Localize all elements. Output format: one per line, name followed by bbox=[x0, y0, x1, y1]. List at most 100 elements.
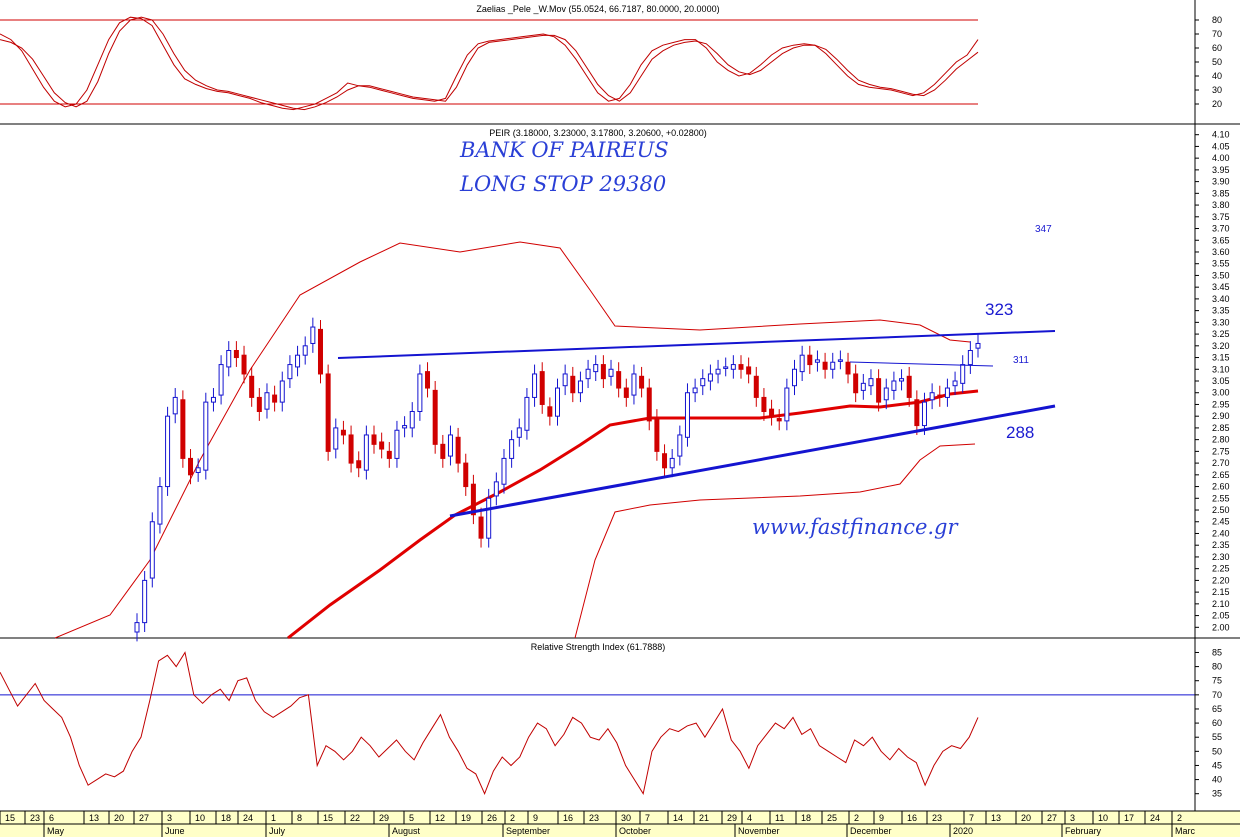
price-y-tick-label: 3.20 bbox=[1212, 341, 1230, 351]
candle-body bbox=[417, 373, 423, 412]
price-y-tick-label: 4.05 bbox=[1212, 141, 1230, 151]
x-day-tick-label: 20 bbox=[114, 813, 124, 823]
x-day-tick-label: 18 bbox=[221, 813, 231, 823]
candle-body bbox=[830, 361, 836, 370]
x-day-tick-label: 27 bbox=[139, 813, 149, 823]
x-day-tick-label: 3 bbox=[1070, 813, 1075, 823]
candle-body bbox=[134, 622, 140, 633]
candle-body bbox=[967, 350, 973, 366]
candle-body bbox=[899, 378, 905, 382]
candle-body bbox=[807, 354, 813, 366]
candle-body bbox=[707, 373, 713, 382]
candle-body bbox=[440, 443, 446, 459]
x-day-tick-label: 17 bbox=[1124, 813, 1134, 823]
candle-body bbox=[975, 342, 981, 349]
candle-body bbox=[256, 396, 262, 412]
candle-body bbox=[241, 354, 247, 375]
price-y-tick-label: 2.65 bbox=[1212, 470, 1230, 480]
x-day-tick-label: 29 bbox=[379, 813, 389, 823]
candle-body bbox=[165, 415, 171, 488]
price-y-tick-label: 2.40 bbox=[1212, 528, 1230, 538]
price-y-tick-label: 2.00 bbox=[1212, 622, 1230, 632]
candle-body bbox=[715, 368, 721, 375]
candle-body bbox=[363, 434, 369, 471]
oscillator-panel: Zaelias _Pele _W.Mov (55.0524, 66.7187, … bbox=[0, 4, 1240, 125]
candle-body bbox=[394, 429, 400, 459]
price-y-tick-label: 3.60 bbox=[1212, 247, 1230, 257]
candle-body bbox=[730, 364, 736, 370]
price-y-tick-label: 2.35 bbox=[1212, 540, 1230, 550]
x-day-tick-label: 4 bbox=[747, 813, 752, 823]
candle-body bbox=[532, 373, 538, 398]
rsi-y-tick-label: 80 bbox=[1212, 662, 1222, 672]
x-day-tick-label: 23 bbox=[30, 813, 40, 823]
candle-body bbox=[371, 434, 377, 445]
price-y-tick-label: 2.55 bbox=[1212, 493, 1230, 503]
candle-body bbox=[470, 483, 476, 516]
candle-body bbox=[692, 387, 698, 394]
x-day-tick-label: 6 bbox=[49, 813, 54, 823]
candle-body bbox=[172, 396, 178, 415]
rsi-y-tick-label: 45 bbox=[1212, 760, 1222, 770]
annotation-bank-name: BANK OF PAIREUS bbox=[459, 138, 669, 162]
candle-body bbox=[562, 373, 568, 387]
rsi-y-tick-label: 75 bbox=[1212, 676, 1222, 686]
candle-body bbox=[409, 410, 415, 429]
price-y-tick-label: 4.00 bbox=[1212, 153, 1230, 163]
candle-body bbox=[249, 375, 255, 398]
candle-body bbox=[264, 392, 270, 410]
x-day-tick-label: 10 bbox=[195, 813, 205, 823]
price-y-tick-label: 4.10 bbox=[1212, 130, 1230, 140]
price-y-tick-label: 3.75 bbox=[1212, 212, 1230, 222]
annotation-website: www.fastfinance.gr bbox=[752, 515, 960, 539]
candle-body bbox=[700, 378, 706, 387]
price-y-tick-label: 2.85 bbox=[1212, 423, 1230, 433]
lower-trend-line bbox=[449, 404, 1056, 518]
candle-body bbox=[302, 345, 308, 356]
price-y-tick-label: 2.70 bbox=[1212, 458, 1230, 468]
candle-body bbox=[723, 366, 729, 369]
x-month-label: 2020 bbox=[953, 826, 973, 836]
price-y-tick-label: 2.20 bbox=[1212, 575, 1230, 585]
price-y-tick-label: 2.50 bbox=[1212, 505, 1230, 515]
candle-body bbox=[669, 457, 675, 469]
upper-envelope-line bbox=[54, 241, 971, 639]
candle-body bbox=[577, 380, 583, 394]
price-y-tick-label: 2.90 bbox=[1212, 411, 1230, 421]
candle-body bbox=[960, 364, 966, 384]
price-y-tick-label: 3.30 bbox=[1212, 317, 1230, 327]
candle-body bbox=[333, 427, 339, 450]
rsi-y-tick-label: 55 bbox=[1212, 732, 1222, 742]
rsi-y-tick-label: 70 bbox=[1212, 690, 1222, 700]
price-y-tick-label: 2.95 bbox=[1212, 399, 1230, 409]
candle-body bbox=[379, 441, 385, 450]
x-day-tick-label: 15 bbox=[5, 813, 15, 823]
upper-trend-line bbox=[337, 330, 1056, 359]
candle-body bbox=[654, 418, 660, 452]
x-day-tick-label: 2 bbox=[1177, 813, 1182, 823]
candle-body bbox=[287, 364, 293, 380]
x-day-tick-label: 26 bbox=[487, 813, 497, 823]
x-day-tick-label: 18 bbox=[801, 813, 811, 823]
price-y-tick-label: 2.25 bbox=[1212, 564, 1230, 574]
x-day-tick-label: 30 bbox=[621, 813, 631, 823]
candle-body bbox=[180, 399, 186, 459]
candle-body bbox=[799, 354, 805, 373]
x-month-label: May bbox=[47, 826, 65, 836]
rsi-y-tick-label: 60 bbox=[1212, 718, 1222, 728]
candle-body bbox=[226, 350, 232, 368]
x-day-tick-label: 16 bbox=[563, 813, 573, 823]
candle-body bbox=[570, 375, 576, 394]
x-day-tick-label: 2 bbox=[854, 813, 859, 823]
oscillator-y-tick-label: 80 bbox=[1212, 15, 1222, 25]
candle-body bbox=[921, 401, 927, 427]
x-day-tick-label: 9 bbox=[879, 813, 884, 823]
x-day-tick-label: 10 bbox=[1098, 813, 1108, 823]
candle-body bbox=[662, 453, 668, 469]
rsi-y-tick-label: 35 bbox=[1212, 789, 1222, 799]
candle-body bbox=[142, 579, 148, 624]
x-day-tick-label: 5 bbox=[409, 813, 414, 823]
candle-body bbox=[210, 396, 216, 403]
x-day-tick-label: 3 bbox=[167, 813, 172, 823]
